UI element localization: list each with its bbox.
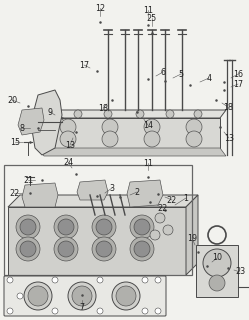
Text: 3: 3 (110, 183, 115, 193)
Text: 9: 9 (48, 108, 53, 116)
Polygon shape (22, 183, 58, 207)
Text: 5: 5 (179, 69, 184, 78)
Circle shape (60, 131, 76, 147)
Circle shape (130, 237, 154, 261)
Text: 1: 1 (184, 194, 188, 203)
Circle shape (97, 277, 103, 283)
Circle shape (52, 308, 58, 314)
Text: 13: 13 (224, 133, 234, 142)
Circle shape (166, 110, 174, 118)
Circle shape (20, 219, 36, 235)
Text: 15: 15 (10, 138, 20, 147)
Text: 6: 6 (161, 68, 166, 76)
Circle shape (186, 131, 202, 147)
Text: 24: 24 (63, 157, 73, 166)
Text: 14: 14 (143, 121, 153, 130)
Text: 22: 22 (9, 188, 19, 197)
Circle shape (72, 286, 92, 306)
Polygon shape (8, 207, 186, 275)
Circle shape (96, 241, 112, 257)
Circle shape (163, 225, 173, 235)
Polygon shape (38, 148, 226, 156)
Circle shape (150, 230, 160, 240)
Circle shape (92, 237, 116, 261)
Circle shape (68, 282, 96, 310)
Text: 10: 10 (212, 253, 222, 262)
Text: 19: 19 (187, 234, 197, 243)
Text: 21: 21 (23, 175, 33, 185)
Circle shape (155, 277, 161, 283)
Polygon shape (186, 195, 198, 275)
Circle shape (144, 131, 160, 147)
Text: 22: 22 (167, 196, 177, 204)
Circle shape (7, 277, 13, 283)
Circle shape (28, 286, 48, 306)
Circle shape (136, 110, 144, 118)
Circle shape (60, 119, 76, 135)
Circle shape (54, 237, 78, 261)
Text: 23: 23 (235, 268, 245, 276)
Circle shape (194, 110, 202, 118)
Circle shape (16, 215, 40, 239)
Circle shape (112, 282, 140, 310)
Polygon shape (77, 180, 108, 200)
Circle shape (134, 241, 150, 257)
Circle shape (20, 241, 36, 257)
Circle shape (142, 277, 148, 283)
Circle shape (16, 237, 40, 261)
Text: 17: 17 (233, 79, 243, 89)
Circle shape (24, 282, 52, 310)
Circle shape (97, 308, 103, 314)
Text: 16: 16 (233, 69, 243, 78)
Polygon shape (18, 108, 44, 135)
Polygon shape (38, 118, 220, 148)
Text: 25: 25 (147, 13, 157, 22)
Polygon shape (127, 180, 163, 207)
Circle shape (144, 119, 160, 135)
Circle shape (209, 275, 225, 291)
Polygon shape (8, 195, 198, 207)
Circle shape (58, 219, 74, 235)
Circle shape (186, 119, 202, 135)
Circle shape (54, 215, 78, 239)
Text: 18: 18 (98, 103, 108, 113)
Text: 11: 11 (143, 5, 153, 14)
Circle shape (96, 219, 112, 235)
Circle shape (58, 241, 74, 257)
Text: 4: 4 (206, 74, 211, 83)
Circle shape (116, 286, 136, 306)
Circle shape (142, 308, 148, 314)
Circle shape (134, 219, 150, 235)
Polygon shape (32, 90, 62, 155)
Text: 12: 12 (95, 4, 105, 12)
Circle shape (7, 308, 13, 314)
Circle shape (203, 249, 231, 277)
Text: 2: 2 (134, 188, 139, 196)
Circle shape (74, 110, 82, 118)
FancyBboxPatch shape (4, 276, 166, 316)
Text: 11: 11 (143, 158, 153, 167)
Circle shape (155, 308, 161, 314)
Circle shape (102, 131, 118, 147)
Circle shape (155, 213, 165, 223)
Circle shape (102, 119, 118, 135)
Bar (196, 245, 238, 297)
Text: 22: 22 (158, 204, 168, 212)
Circle shape (52, 277, 58, 283)
Bar (4, 165, 192, 275)
Text: 8: 8 (19, 124, 24, 132)
Text: 20: 20 (7, 95, 17, 105)
Circle shape (92, 215, 116, 239)
Circle shape (130, 215, 154, 239)
Text: 17: 17 (79, 60, 89, 69)
Circle shape (104, 110, 112, 118)
Text: 13: 13 (65, 140, 75, 149)
Polygon shape (38, 110, 226, 118)
Circle shape (17, 293, 23, 299)
Text: 7: 7 (79, 302, 85, 311)
Text: 18: 18 (223, 102, 233, 111)
